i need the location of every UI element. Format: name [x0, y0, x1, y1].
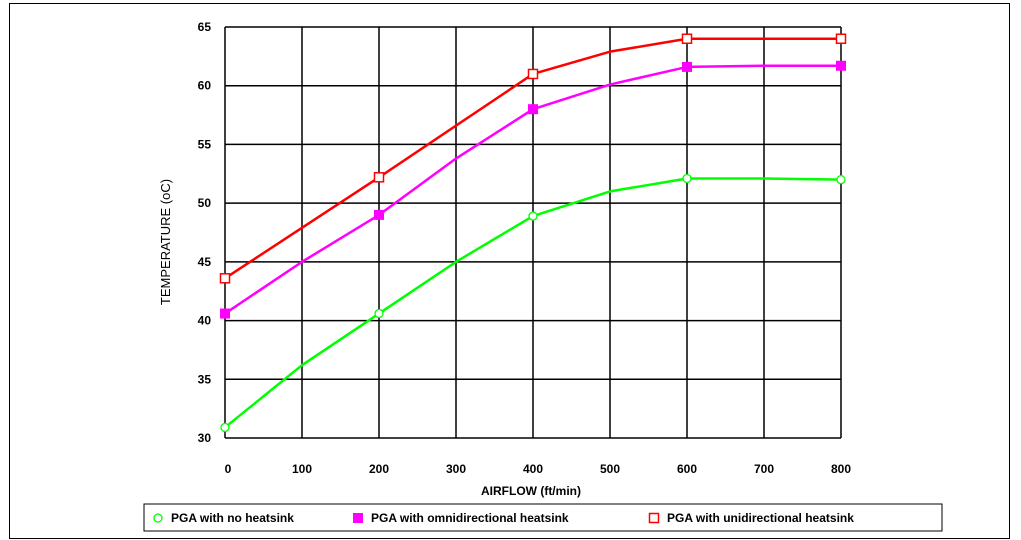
chart-frame: [9, 3, 1010, 539]
x-tick-label: 0: [225, 462, 232, 476]
y-tick-label: 60: [198, 79, 212, 93]
data-point: [836, 175, 846, 185]
legend-label: PGA with omnidirectional heatsink: [371, 511, 569, 525]
data-point: [682, 61, 692, 72]
x-axis-title: AIRFLOW (ft/min): [481, 484, 581, 498]
legend-item-2: PGA with omnidirectional heatsink: [353, 511, 569, 525]
series-group: [219, 33, 847, 433]
x-tick-label: 500: [600, 462, 620, 476]
y-tick-label: 50: [198, 196, 212, 210]
data-point: [681, 33, 693, 44]
data-point: [220, 308, 230, 319]
data-point: [374, 308, 384, 319]
y-tick-label: 65: [198, 20, 212, 34]
data-point: [220, 422, 230, 433]
x-tick-label: 100: [292, 462, 312, 476]
y-tick-label: 30: [198, 431, 212, 445]
series-2: [220, 60, 846, 319]
data-point: [528, 104, 538, 115]
legend-marker: [648, 512, 660, 524]
y-tick-label: 35: [198, 372, 212, 386]
data-point: [528, 211, 538, 221]
y-tick-label: 55: [198, 137, 212, 151]
x-tick-label: 800: [831, 462, 851, 476]
y-tick-label: 45: [198, 255, 212, 269]
x-tick-label: 200: [369, 462, 389, 476]
data-point: [373, 172, 385, 183]
data-point: [835, 33, 847, 44]
grid: [224, 26, 842, 439]
legend-item-1: PGA with no heatsink: [153, 511, 294, 525]
y-axis-title: TEMPERATURE (oC): [158, 179, 173, 305]
data-point: [527, 68, 539, 80]
legend-marker: [153, 513, 163, 523]
legend-label: PGA with unidirectional heatsink: [667, 511, 854, 525]
data-point: [836, 60, 846, 71]
legend: PGA with no heatsink PGA with omnidirecti…: [153, 511, 854, 525]
legend-box: [143, 503, 943, 532]
x-tick-label: 600: [677, 462, 697, 476]
legend-marker: [353, 513, 363, 523]
legend-label: PGA with no heatsink: [171, 511, 294, 525]
y-tick-label: 40: [198, 314, 212, 328]
data-point: [682, 173, 692, 184]
x-tick-label: 300: [446, 462, 466, 476]
data-point: [374, 209, 384, 220]
y-axis-ticks: 30 35 40 45 50 55 60 65: [198, 20, 212, 445]
series-3: [219, 33, 847, 284]
legend-item-3: PGA with unidirectional heatsink: [648, 511, 854, 525]
series-1: [220, 173, 846, 433]
data-point: [219, 273, 231, 284]
x-axis-ticks: 0 100 200 300 400 500 600 700 800: [225, 462, 852, 476]
x-tick-label: 400: [523, 462, 543, 476]
x-tick-label: 700: [754, 462, 774, 476]
